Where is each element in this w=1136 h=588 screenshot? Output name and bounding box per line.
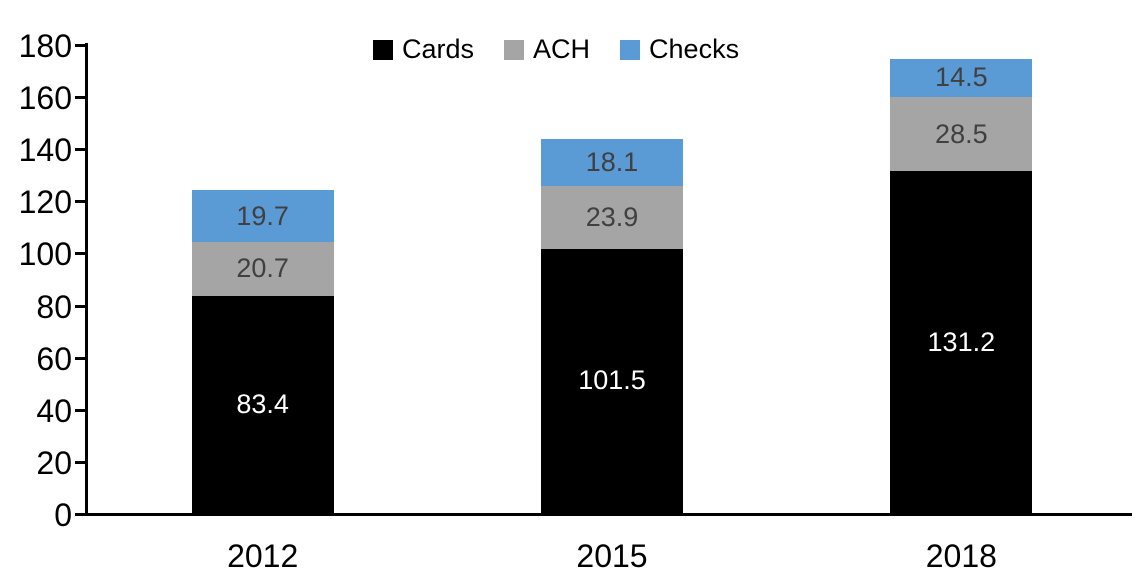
legend-item-checks: Checks — [620, 36, 739, 63]
y-axis-tick — [75, 252, 85, 256]
y-axis-tick — [75, 460, 85, 464]
bar-segment-checks-2012: 19.7 — [191, 190, 334, 242]
legend-swatch-ach-icon — [504, 39, 525, 60]
y-axis-tick-label: 100 — [18, 236, 72, 273]
data-label-checks-2012: 19.7 — [236, 200, 289, 231]
data-label-cards-2018: 131.2 — [927, 326, 996, 357]
data-label-checks-2018: 14.5 — [935, 62, 988, 93]
data-label-ach-2012: 20.7 — [236, 253, 289, 284]
y-axis-tick-label: 40 — [36, 392, 72, 429]
y-axis-tick-label: 180 — [18, 28, 72, 64]
legend-label: ACH — [533, 34, 591, 64]
bar-segment-cards-2015: 101.5 — [541, 248, 683, 513]
y-axis-tick-label: 120 — [18, 184, 72, 221]
bar-segment-ach-2012: 20.7 — [191, 241, 334, 296]
y-axis-tick — [75, 96, 85, 100]
data-label-checks-2015: 18.1 — [585, 147, 639, 178]
y-axis-tick-label: 20 — [36, 444, 72, 481]
bar-segment-checks-2018: 14.5 — [890, 59, 1033, 97]
y-axis-tick — [75, 304, 85, 308]
bar-segment-cards-2018: 131.2 — [890, 171, 1033, 513]
bar-segment-ach-2015: 23.9 — [541, 186, 683, 249]
legend-swatch-cards-icon — [373, 39, 393, 60]
data-label-cards-2015: 101.5 — [578, 365, 646, 396]
y-axis-tick — [75, 200, 85, 204]
bar-segment-cards-2012: 83.4 — [191, 295, 334, 513]
y-axis-tick — [75, 408, 85, 412]
legend-label: Checks — [649, 34, 740, 64]
y-axis-line — [85, 43, 88, 516]
data-label-ach-2018: 28.5 — [935, 118, 988, 149]
y-axis-tick-label: 0 — [54, 497, 72, 533]
legend-swatch-checks-icon — [620, 39, 641, 60]
y-axis-tick-label: 160 — [18, 80, 72, 117]
y-axis-tick-label: 140 — [18, 132, 72, 169]
legend-item-ach: ACH — [504, 36, 590, 63]
y-axis-tick-label: 80 — [36, 288, 72, 325]
data-label-cards-2012: 83.4 — [236, 388, 289, 419]
data-label-ach-2015: 23.9 — [585, 201, 639, 232]
x-axis-label-2012: 2012 — [227, 538, 299, 574]
y-axis-tick — [75, 356, 85, 360]
y-axis-tick — [75, 148, 85, 152]
legend-item-cards: Cards — [373, 36, 474, 63]
y-axis-tick-label: 60 — [36, 340, 72, 377]
x-axis-label-2018: 2018 — [925, 538, 997, 574]
y-axis-tick — [75, 513, 85, 516]
bar-segment-ach-2018: 28.5 — [890, 96, 1033, 172]
x-axis-line — [75, 513, 1132, 516]
x-axis-label-2015: 2015 — [576, 538, 648, 574]
chart-legend: Cards ACH Checks — [373, 36, 739, 63]
legend-label: Cards — [402, 34, 475, 64]
y-axis-tick — [75, 44, 85, 47]
bar-segment-checks-2015: 18.1 — [541, 139, 683, 187]
